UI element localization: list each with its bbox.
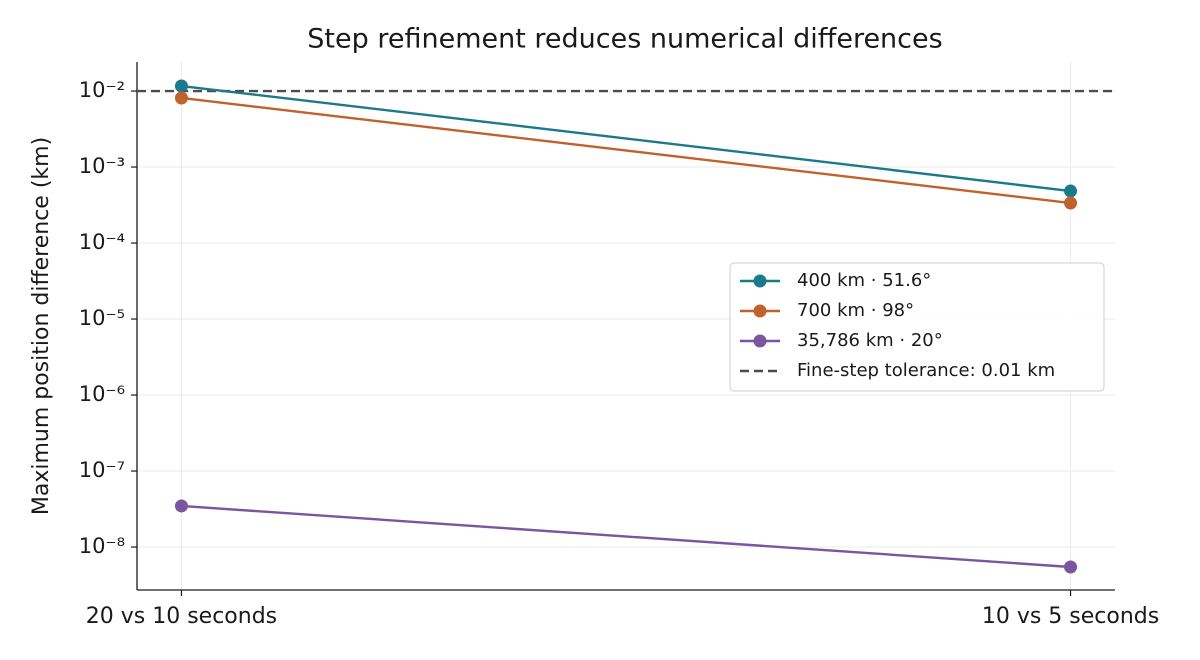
legend-label: 400 km · 51.6°	[797, 270, 931, 291]
legend-label: Fine-step tolerance: 0.01 km	[797, 360, 1055, 381]
data-point	[174, 79, 188, 93]
data-point	[1064, 184, 1078, 198]
y-tick-label: 10⁻⁷	[79, 458, 125, 482]
legend-label: 700 km · 98°	[797, 300, 914, 321]
legend-swatch	[753, 304, 767, 318]
chart-title: Step refinement reduces numerical differ…	[307, 24, 942, 55]
data-point	[174, 499, 188, 513]
legend-label: 35,786 km · 20°	[797, 330, 943, 351]
series-line	[181, 504, 1071, 569]
legend-swatch	[753, 274, 767, 288]
x-tick-label: 20 vs 10 seconds	[86, 604, 277, 629]
data-point	[174, 91, 188, 105]
series-line	[181, 84, 1071, 193]
y-tick-label: 10⁻⁶	[79, 382, 125, 406]
series-line	[181, 96, 1071, 205]
legend-box	[729, 262, 1105, 392]
y-axis-label: Maximum position difference (km)	[29, 137, 54, 515]
y-tick-label: 10⁻⁴	[79, 230, 125, 254]
y-tick-label: 10⁻²	[79, 78, 125, 102]
y-tick-label: 10⁻⁵	[79, 306, 125, 330]
y-tick-label: 10⁻⁸	[79, 534, 125, 558]
legend-swatch	[753, 334, 767, 348]
data-point	[1064, 196, 1078, 210]
legend: 400 km · 51.6° 700 km · 98° 35,786 km · 20…	[729, 262, 1105, 392]
x-tick-label: 10 vs 5 seconds	[982, 604, 1159, 629]
y-tick-label: 10⁻³	[79, 154, 125, 178]
data-point	[1064, 560, 1078, 574]
